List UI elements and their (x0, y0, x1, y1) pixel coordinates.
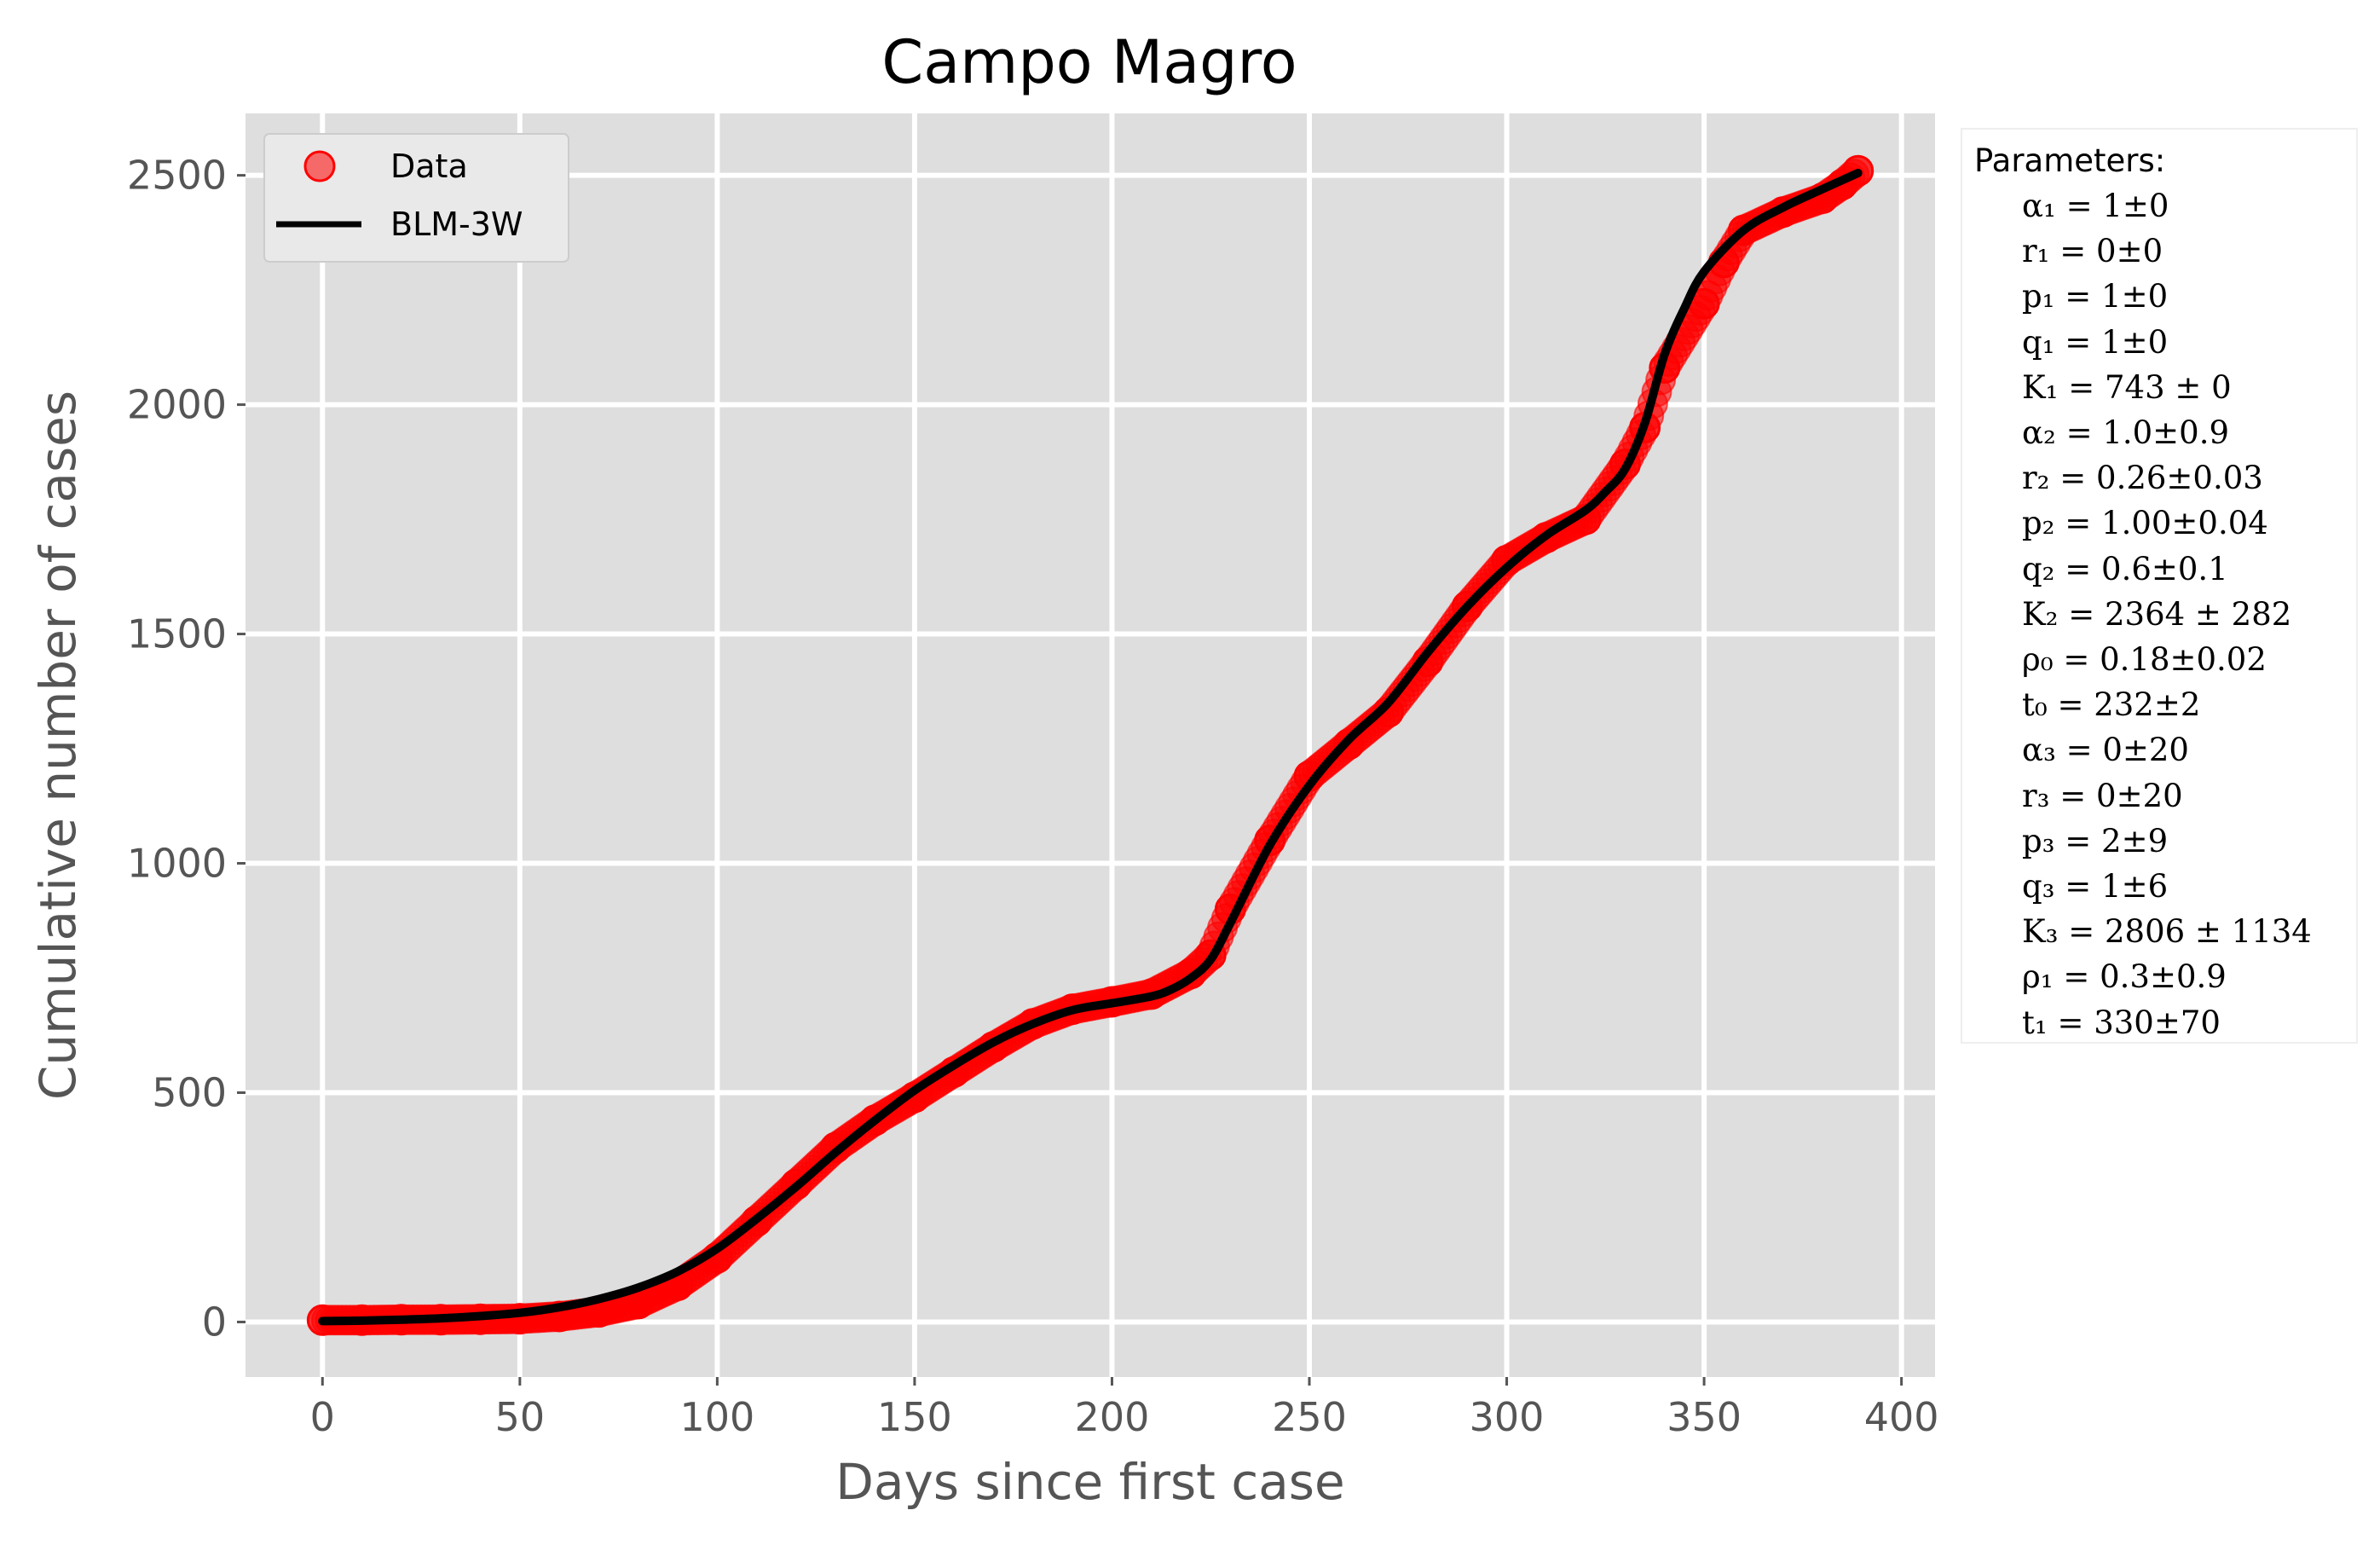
parameter-item: α₂ = 1.0±0.9 (2022, 414, 2230, 452)
parameters-box: Parameters: α₁ = 1±0 r₁ = 0±0 p₁ = 1±0 q… (1961, 128, 2358, 1044)
y-tick-label: 1000 (127, 841, 227, 887)
fit-line (318, 168, 1863, 1326)
parameters-title: Parameters: (1974, 142, 2166, 179)
x-tick-label: 350 (1667, 1394, 1742, 1440)
y-axis-label: Cumulative number of cases (29, 391, 87, 1100)
parameter-item: r₃ = 0±20 (2022, 777, 2183, 814)
data-layer (306, 154, 1875, 1336)
x-tick-label: 0 (310, 1394, 335, 1440)
x-axis-label: Days since first case (835, 1453, 1344, 1511)
x-tick-label: 50 (495, 1394, 546, 1440)
y-tick-label: 1500 (127, 611, 227, 657)
y-tick-label: 500 (152, 1069, 227, 1115)
data-point (1491, 544, 1523, 576)
parameter-item: t₀ = 232±2 (2022, 686, 2201, 724)
parameter-item: K₂ = 2364 ± 282 (2022, 595, 2292, 633)
legend-box (263, 133, 569, 263)
x-tick-label: 250 (1272, 1394, 1347, 1440)
legend: Data BLM-3W (263, 133, 569, 263)
x-tick-label: 100 (679, 1394, 754, 1440)
plot-area (246, 113, 1935, 1377)
parameter-item: ρ₀ = 0.18±0.02 (2022, 641, 2267, 679)
parameter-item: K₃ = 2806 ± 1134 (2022, 913, 2312, 951)
y-tick-label: 2000 (127, 382, 227, 428)
parameter-item: q₁ = 1±0 (2022, 323, 2169, 361)
parameter-item: K₁ = 743 ± 0 (2022, 368, 2232, 406)
grid (246, 113, 1935, 1377)
parameter-item: r₁ = 0±0 (2022, 233, 2163, 270)
parameter-item: t₁ = 330±70 (2022, 1004, 2221, 1041)
parameter-item: α₁ = 1±0 (2022, 188, 2169, 224)
x-tick-label: 200 (1075, 1394, 1150, 1440)
x-tick-label: 300 (1470, 1394, 1545, 1440)
x-tick-label: 400 (1864, 1394, 1939, 1440)
legend-label-blm: BLM-3W (390, 205, 523, 243)
parameter-item: p₂ = 1.00±0.04 (2022, 505, 2268, 542)
y-tick-label: 2500 (127, 153, 227, 199)
parameter-item: p₁ = 1±0 (2022, 278, 2169, 315)
parameter-item: p₃ = 2±9 (2022, 822, 2169, 859)
chart-title: Campo Magro (881, 27, 1297, 97)
legend-label-data: Data (390, 148, 468, 185)
legend-data-marker (303, 150, 336, 182)
parameter-item: α₃ = 0±20 (2022, 732, 2189, 769)
parameter-item: q₂ = 0.6±0.1 (2022, 550, 2228, 587)
parameter-item: q₃ = 1±6 (2022, 868, 2169, 906)
x-tick-label: 150 (877, 1394, 952, 1440)
ticks: 0 50 100 150 200 250 300 350 400 0 500 1000 1500 2000… (127, 153, 1939, 1440)
y-tick-label: 0 (202, 1299, 227, 1345)
parameter-item: r₂ = 0.26±0.03 (2022, 460, 2263, 497)
parameter-item: ρ₁ = 0.3±0.9 (2022, 958, 2227, 996)
